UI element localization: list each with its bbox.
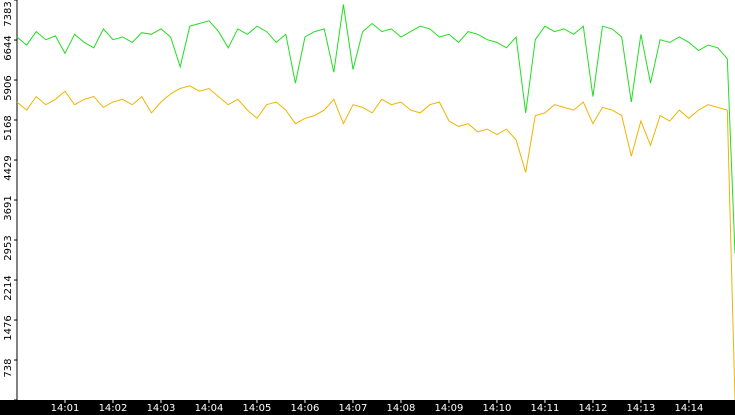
x-tick-label: 14:07 [339, 403, 368, 414]
x-tick-label: 14:10 [483, 403, 512, 414]
x-tick-label: 14:13 [627, 403, 656, 414]
y-tick-label: 3691 [3, 195, 14, 220]
x-tick-label: 14:04 [195, 403, 224, 414]
y-tick-label: 4429 [3, 155, 14, 180]
x-tick-label: 14:06 [291, 403, 320, 414]
y-tick-label: 5906 [3, 75, 14, 100]
x-tick-label: 14:08 [387, 403, 416, 414]
x-tick-label: 14:05 [243, 403, 272, 414]
y-tick-label: 2214 [3, 275, 14, 300]
y-tick-label: 7383 [3, 1, 14, 26]
x-tick-label: 14:03 [147, 403, 176, 414]
y-tick-label: 738 [3, 358, 14, 377]
x-tick-label: 14:02 [99, 403, 128, 414]
x-tick-label: 14:14 [675, 403, 704, 414]
x-tick-label: 14:01 [51, 403, 80, 414]
y-tick-label: 1476 [3, 315, 14, 340]
x-axis-bar [0, 400, 735, 415]
series-line [16, 85, 735, 401]
x-tick-label: 14:11 [531, 403, 560, 414]
y-tick-label: 2953 [3, 235, 14, 260]
x-tick-label: 14:12 [579, 403, 608, 414]
y-tick-label: 5168 [3, 115, 14, 140]
y-tick-label: 6644 [3, 35, 14, 60]
y-tick-label: 0 [3, 405, 14, 411]
x-tick-label: 14:09 [435, 403, 464, 414]
series-line [16, 4, 735, 254]
